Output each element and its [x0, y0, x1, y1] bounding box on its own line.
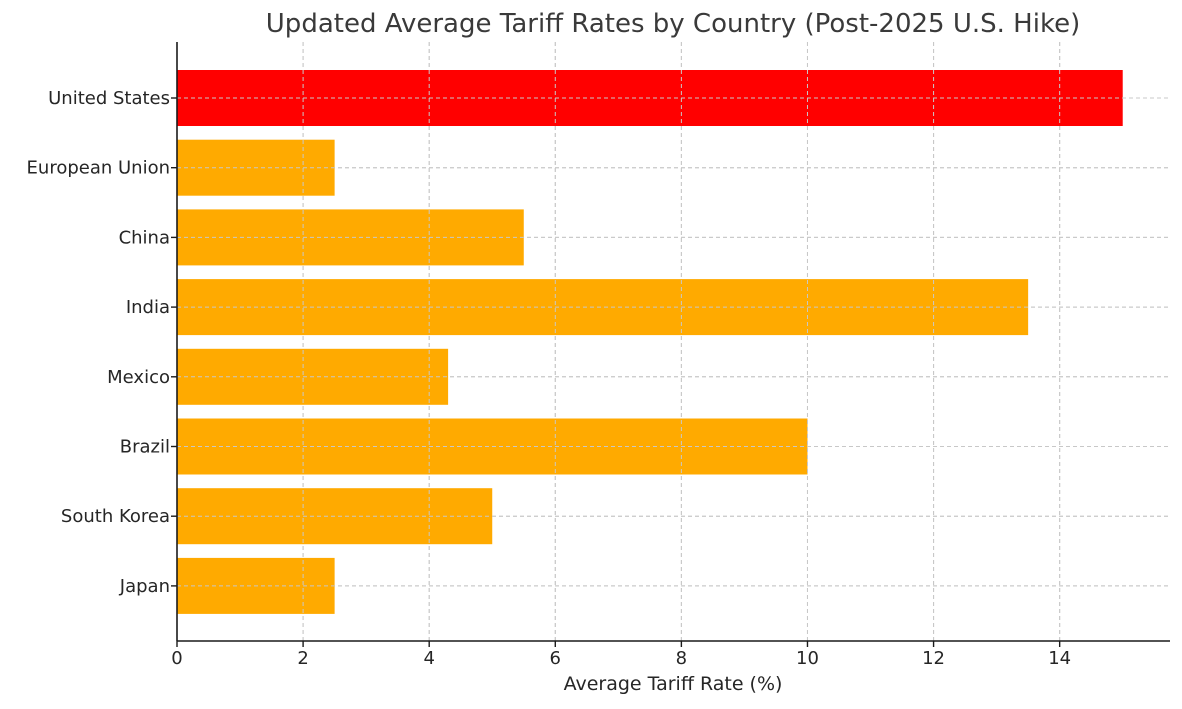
- y-tick-label: India: [126, 297, 170, 318]
- y-tick-label: Japan: [119, 576, 170, 597]
- chart-title: Updated Average Tariff Rates by Country …: [266, 9, 1080, 39]
- y-tick-label: Mexico: [107, 367, 170, 388]
- grid-layer: [176, 42, 1170, 641]
- x-tick-label: 12: [922, 648, 945, 669]
- bars-layer: [176, 42, 1170, 641]
- y-tick-label: Brazil: [120, 437, 170, 458]
- ticks-layer: 0 2 4 6 8 10 12 14 United States European Union Ch…: [27, 88, 1072, 669]
- x-tick-label: 2: [297, 648, 308, 669]
- x-tick-label: 6: [550, 648, 561, 669]
- x-tick-label: 10: [796, 648, 819, 669]
- x-tick-label: 14: [1048, 648, 1071, 669]
- y-tick-label: United States: [48, 88, 170, 109]
- axes-layer: [176, 42, 1170, 642]
- x-tick-label: 0: [171, 648, 182, 669]
- y-tick-label: China: [119, 227, 170, 248]
- y-tick-label: South Korea: [61, 506, 170, 527]
- x-axis-label: Average Tariff Rate (%): [564, 673, 783, 695]
- y-tick-label: European Union: [27, 158, 170, 179]
- x-tick-label: 8: [676, 648, 687, 669]
- x-tick-label: 4: [423, 648, 434, 669]
